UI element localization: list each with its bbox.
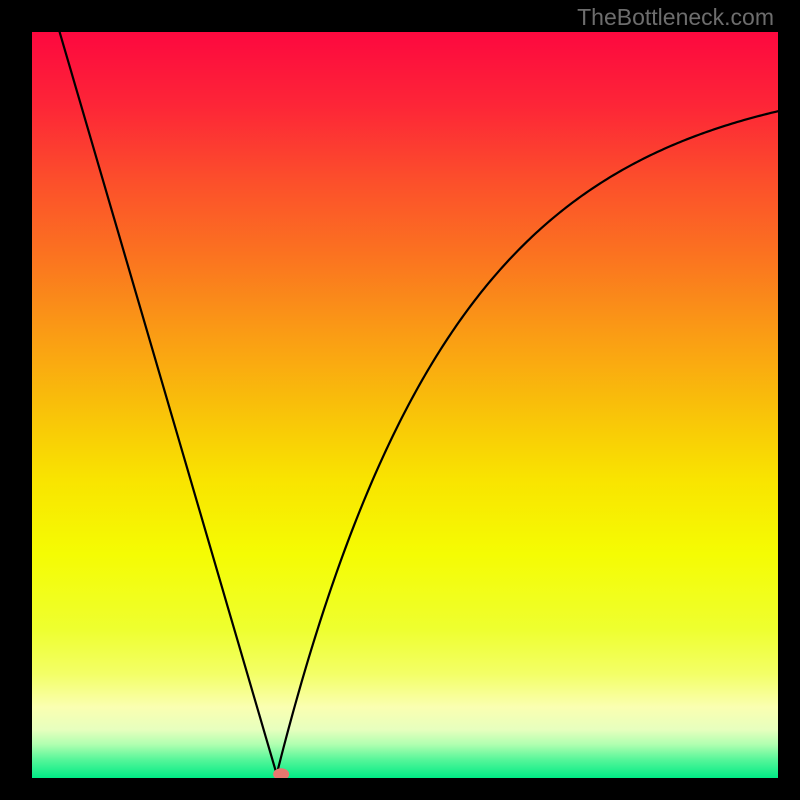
bottleneck-curve xyxy=(60,32,778,774)
chart-svg xyxy=(32,32,778,778)
chart-frame: TheBottleneck.com xyxy=(0,0,800,800)
watermark-text: TheBottleneck.com xyxy=(577,4,774,31)
plot-area xyxy=(32,32,778,778)
